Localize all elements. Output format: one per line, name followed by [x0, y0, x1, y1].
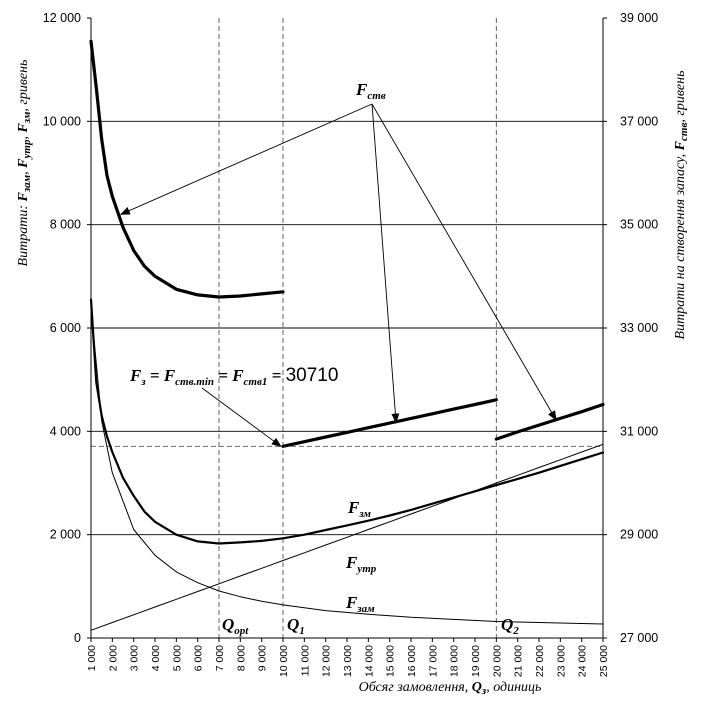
x-tick-label: 10 000 [278, 645, 290, 677]
y-axis-right-ticks: 27 000 29 000 31 000 33 000 35 000 37 000 39 0… [603, 11, 658, 645]
futr-label: Fутр [345, 553, 377, 575]
x-axis-label: Обсяг замовлення, Qз, одиниць [359, 680, 542, 697]
y-left-tick-label: 6 000 [50, 321, 81, 335]
x-tick-label: 20 000 [491, 645, 503, 677]
x-tick-label: 23 000 [555, 645, 567, 677]
x-tick-label: 24 000 [577, 645, 589, 677]
x-tick-label: 17 000 [427, 645, 439, 677]
x-tick-label: 2 000 [107, 645, 119, 671]
x-tick-label: 15 000 [385, 645, 397, 677]
y-right-tick-label: 37 000 [620, 114, 658, 128]
x-tick-label: 11 000 [299, 645, 311, 676]
fzam-label: Fзам [345, 593, 375, 615]
fzm-label: Fзм [347, 498, 371, 520]
y-right-tick-label: 29 000 [620, 528, 658, 542]
reference-lines [91, 18, 603, 638]
arrow-to-fstv-2 [371, 103, 400, 424]
equation-label: Fз = Fств.min = Fств1 = 30710 [129, 365, 338, 388]
series-fzm-line [89, 298, 605, 545]
x-tick-label: 1 000 [86, 645, 98, 671]
x-tick-label: 16 000 [406, 645, 418, 677]
y-left-tick-label: 12 000 [43, 11, 81, 25]
q2-label: Q2 [501, 615, 519, 637]
y-axis-left-label: Витрати: Fзам, Fутр, Fзм, гривень [16, 60, 33, 267]
x-tick-label: 21 000 [513, 645, 525, 677]
series-fzam-line [90, 306, 604, 625]
series-fstv-line-1 [89, 39, 285, 299]
series-group [89, 39, 605, 631]
x-tick-label: 9 000 [257, 645, 269, 671]
y-right-tick-label: 33 000 [620, 321, 658, 335]
y-axis-left-ticks: 0 2 000 4 000 6 000 8 000 10 000 12 000 [43, 11, 91, 645]
y-right-tick-label: 39 000 [620, 11, 658, 25]
y-right-tick-label: 27 000 [620, 631, 658, 645]
x-tick-label: 22 000 [534, 645, 546, 677]
x-tick-label: 6 000 [193, 645, 205, 671]
arrow-to-minimum [201, 387, 282, 447]
x-tick-label: 13 000 [342, 645, 354, 677]
x-tick-label: 18 000 [449, 645, 461, 677]
x-tick-label: 4 000 [150, 645, 162, 671]
x-tick-label: 14 000 [363, 645, 375, 677]
x-tick-label: 12 000 [321, 645, 333, 677]
x-tick-label: 5 000 [171, 645, 183, 671]
fstv-label: Fств [355, 80, 386, 102]
series-fstv-line-2 [281, 398, 498, 448]
x-tick-label: 25 000 [598, 645, 610, 677]
series-futr-line [90, 443, 604, 631]
y-axis-right-label: Витрати на створення запасу, Fств, гриве… [673, 71, 690, 340]
x-tick-label: 7 000 [214, 645, 226, 671]
x-axis-ticks: 1 000 2 000 3 000 4 000 5 000 6 000 7 000 8 000… [86, 638, 610, 677]
y-left-tick-label: 4 000 [50, 424, 81, 438]
series-fstv-line-3 [494, 402, 605, 441]
y-left-tick-label: 10 000 [43, 114, 81, 128]
annotation-arrows [119, 103, 557, 447]
arrow-to-fstv-1 [119, 103, 373, 215]
x-tick-label: 8 000 [235, 645, 247, 671]
y-left-tick-label: 8 000 [50, 218, 81, 232]
arrow-to-fstv-3 [371, 103, 557, 421]
y-left-tick-label: 2 000 [50, 528, 81, 542]
y-right-tick-label: 31 000 [620, 424, 658, 438]
q1-label: Q1 [287, 615, 305, 637]
q-opt-label: Qopt [222, 615, 249, 637]
y-left-tick-label: 0 [74, 631, 81, 645]
y-right-tick-label: 35 000 [620, 218, 658, 232]
x-tick-label: 19 000 [470, 645, 482, 677]
x-tick-label: 3 000 [129, 645, 141, 671]
